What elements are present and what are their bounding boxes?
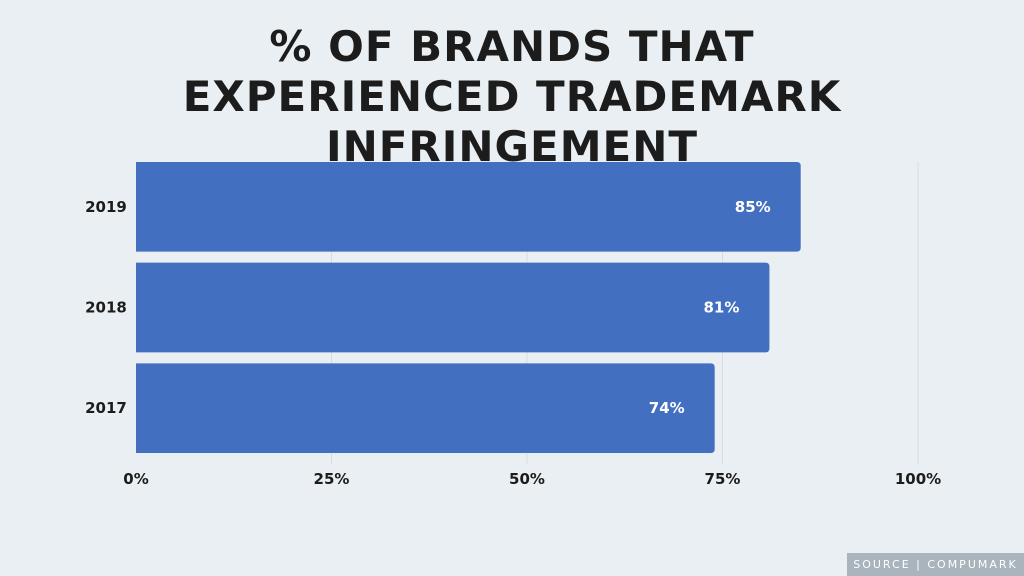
- bar-2019: [136, 162, 801, 252]
- category-label: 2019: [85, 198, 127, 216]
- chart-title: % OF BRANDS THAT EXPERIENCED TRADEMARK IN…: [182, 22, 842, 171]
- x-tick-label: 0%: [123, 470, 148, 488]
- bar-2017: [136, 363, 715, 453]
- category-label: 2017: [85, 399, 127, 417]
- x-tick-label: 75%: [705, 470, 741, 488]
- category-label: 2018: [85, 299, 127, 317]
- value-label: 74%: [649, 399, 685, 417]
- x-tick-label: 25%: [314, 470, 350, 488]
- x-tick-label: 50%: [509, 470, 545, 488]
- source-badge: SOURCE | COMPUMARK: [847, 553, 1024, 576]
- bar-2018: [136, 262, 770, 353]
- x-tick-label: 100%: [895, 470, 941, 488]
- value-label: 85%: [735, 198, 771, 216]
- labels: 0% 25% 50% 75% 100% 2019 85% 2018 81% 2017 74%: [85, 198, 941, 488]
- value-label: 81%: [704, 299, 740, 317]
- bars: [136, 162, 801, 453]
